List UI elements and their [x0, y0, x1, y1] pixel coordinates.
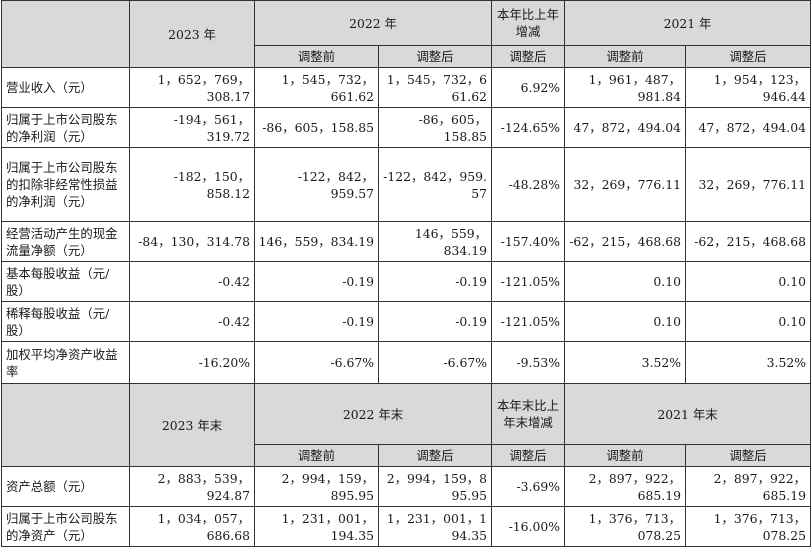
value-2022-after: -6.67% — [378, 341, 492, 384]
subheader-2022-before: 调整前 — [254, 444, 379, 467]
value-2021-before: 3.52% — [564, 341, 686, 384]
value-change: -9.53% — [491, 341, 565, 384]
table-row: 归属于上市公司股东的扣除非经常性损益的净利润（元） -182，150，858.1… — [1, 147, 811, 222]
header-change-end: 本年末比上年末增减 — [491, 383, 565, 445]
value-2021-before: 1，376，713，078.25 — [564, 506, 686, 547]
row-label: 归属于上市公司股东的扣除非经常性损益的净利润（元） — [1, 147, 130, 222]
value-2023: -0.42 — [129, 301, 255, 342]
value-2022-before: -86，605，158.85 — [254, 107, 379, 148]
table-row: 基本每股收益（元/股） -0.42 -0.19 -0.19 -121.05% 0… — [1, 261, 811, 302]
value-2021-after: 1，954，123，946.44 — [685, 67, 811, 108]
value-2022-before: 2，994，159，895.95 — [254, 466, 379, 507]
section2-header-row: 2023 年末 2022 年末 本年末比上年末增减 2021 年末 — [1, 383, 811, 467]
value-change: -121.05% — [491, 261, 565, 302]
value-2022-before: -0.19 — [254, 261, 379, 302]
value-change: -124.65% — [491, 107, 565, 148]
value-change: -121.05% — [491, 301, 565, 342]
value-2021-before: 1，961，487，981.84 — [564, 67, 686, 108]
corner-cell — [1, 383, 130, 467]
value-2021-before: 32，269，776.11 — [564, 147, 686, 222]
header-2022: 2022 年 — [254, 0, 492, 46]
row-label: 归属于上市公司股东的净利润（元） — [1, 107, 130, 148]
row-label: 营业收入（元） — [1, 67, 130, 108]
value-2021-after: -62，215，468.68 — [685, 221, 811, 262]
table-row: 归属于上市公司股东的净资产（元） 1，034，057，686.68 1，231，… — [1, 506, 811, 547]
value-2023: -84，130，314.78 — [129, 221, 255, 262]
row-label: 加权平均净资产收益率 — [1, 341, 130, 384]
value-2021-after: 32，269，776.11 — [685, 147, 811, 222]
value-2022-after: 146，559，834.19 — [378, 221, 492, 262]
table-row: 营业收入（元） 1，652，769，308.17 1，545，732，661.6… — [1, 67, 811, 108]
subheader-change-after: 调整后 — [491, 444, 565, 467]
value-2022-before: -0.19 — [254, 301, 379, 342]
value-change: -48.28% — [491, 147, 565, 222]
value-2022-before: -122，842，959.57 — [254, 147, 379, 222]
value-2021-after: 0.10 — [685, 261, 811, 302]
value-2023: -0.42 — [129, 261, 255, 302]
value-2022-after: -0.19 — [378, 261, 492, 302]
value-2023: -194，561，319.72 — [129, 107, 255, 148]
value-2021-after: 47，872，494.04 — [685, 107, 811, 148]
value-change: -16.00% — [491, 506, 565, 547]
subheader-2021-before: 调整前 — [564, 444, 686, 467]
row-label: 稀释每股收益（元/股） — [1, 301, 130, 342]
header-2023-end: 2023 年末 — [129, 383, 255, 467]
corner-cell — [1, 0, 130, 68]
value-2021-after: 0.10 — [685, 301, 811, 342]
table-row: 经营活动产生的现金流量净额（元） -84，130，314.78 146，559，… — [1, 221, 811, 262]
row-label: 资产总额（元） — [1, 466, 130, 507]
header-2021-end: 2021 年末 — [564, 383, 811, 445]
subheader-2021-after: 调整后 — [685, 45, 811, 68]
value-2023: 1，652，769，308.17 — [129, 67, 255, 108]
header-change: 本年比上年增减 — [491, 0, 565, 46]
value-2022-after: 2，994，159，895.95 — [378, 466, 492, 507]
value-2022-before: 1，545，732，661.62 — [254, 67, 379, 108]
table-row: 资产总额（元） 2，883，539，924.87 2，994，159，895.9… — [1, 466, 811, 507]
header-2021: 2021 年 — [564, 0, 811, 46]
value-2022-after: -86，605，158.85 — [378, 107, 492, 148]
table-row: 稀释每股收益（元/股） -0.42 -0.19 -0.19 -121.05% 0… — [1, 301, 811, 342]
value-change: -3.69% — [491, 466, 565, 507]
subheader-2021-after: 调整后 — [685, 444, 811, 467]
section1-subheader-row: 调整前 调整后 调整后 调整前 调整后 — [2, 45, 811, 68]
value-2021-before: 0.10 — [564, 301, 686, 342]
value-2023: 2，883，539，924.87 — [129, 466, 255, 507]
subheader-2022-after: 调整后 — [378, 45, 492, 68]
row-label: 经营活动产生的现金流量净额（元） — [1, 221, 130, 262]
subheader-2022-before: 调整前 — [254, 45, 379, 68]
subheader-2022-after: 调整后 — [378, 444, 492, 467]
value-2023: -16.20% — [129, 341, 255, 384]
value-change: 6.92% — [491, 67, 565, 108]
value-change: -157.40% — [491, 221, 565, 262]
value-2023: 1，034，057，686.68 — [129, 506, 255, 547]
value-2021-before: 47，872，494.04 — [564, 107, 686, 148]
row-label: 基本每股收益（元/股） — [1, 261, 130, 302]
header-2022-end: 2022 年末 — [254, 383, 492, 445]
row-label: 归属于上市公司股东的净资产（元） — [1, 506, 130, 547]
value-2022-after: -0.19 — [378, 301, 492, 342]
value-2021-after: 1，376，713，078.25 — [685, 506, 811, 547]
value-2021-after: 2，897，922，685.19 — [685, 466, 811, 507]
header-2023: 2023 年 — [129, 0, 255, 68]
table-row: 归属于上市公司股东的净利润（元） -194，561，319.72 -86，605… — [1, 107, 811, 148]
value-2021-before: 0.10 — [564, 261, 686, 302]
section1-header-row: 2023 年 2022 年 本年比上年增减 2021 年 — [1, 0, 811, 68]
value-2021-before: 2，897，922，685.19 — [564, 466, 686, 507]
value-2023: -182，150，858.12 — [129, 147, 255, 222]
value-2021-after: 3.52% — [685, 341, 811, 384]
value-2022-after: 1，231，001，194.35 — [378, 506, 492, 547]
value-2022-after: -122，842，959.57 — [378, 147, 492, 222]
value-2022-before: 146，559，834.19 — [254, 221, 379, 262]
table-row: 加权平均净资产收益率 -16.20% -6.67% -6.67% -9.53% … — [1, 341, 811, 384]
subheader-2021-before: 调整前 — [564, 45, 686, 68]
value-2022-after: 1，545，732，661.62 — [378, 67, 492, 108]
subheader-change-after: 调整后 — [491, 45, 565, 68]
value-2022-before: 1，231，001，194.35 — [254, 506, 379, 547]
value-2021-before: -62，215，468.68 — [564, 221, 686, 262]
value-2022-before: -6.67% — [254, 341, 379, 384]
